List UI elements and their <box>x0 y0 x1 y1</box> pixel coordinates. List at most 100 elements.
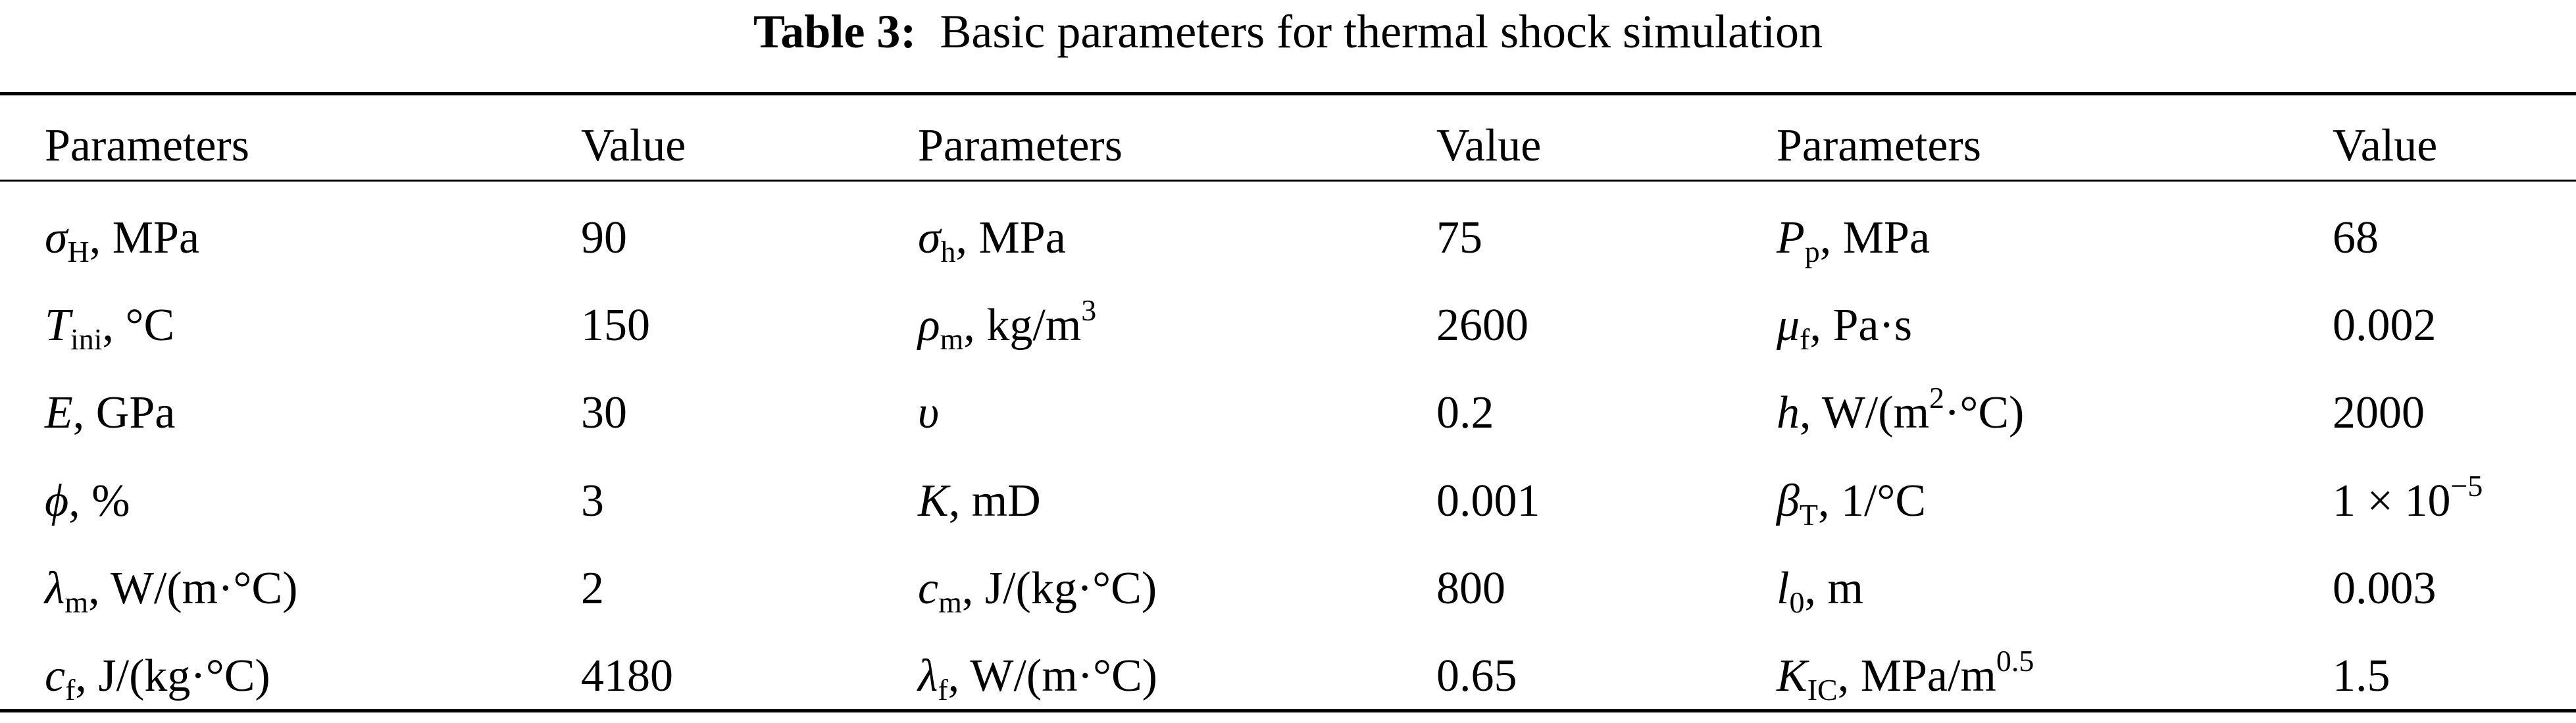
table-cell-text: 0.003 <box>2333 562 2437 614</box>
i-run: K <box>918 475 949 526</box>
table-cell: μf, Pa·s <box>1777 299 1913 355</box>
table-cell: σH, MPa <box>45 212 200 267</box>
table-cell: cf, J/(kg·°C) <box>45 650 270 705</box>
i-run: υ <box>918 387 940 439</box>
sub-run: m <box>940 322 964 357</box>
sub-run: h <box>940 235 956 268</box>
header-cell-text: Parameters <box>918 120 1123 171</box>
table-cell: λm, W/(m·°C) <box>45 562 298 618</box>
table-cell-text: 3 <box>581 475 604 526</box>
table-cell: σh, MPa <box>918 212 1066 267</box>
table-cell: 4180 <box>581 650 673 703</box>
table-cell: βT, 1/°C <box>1777 475 1926 530</box>
i-run: K <box>1777 651 1807 701</box>
header-cell-text: Parameters <box>1777 120 1981 171</box>
sup-run: 0.5 <box>1996 644 2034 678</box>
i-run: c <box>918 562 939 614</box>
text-run: , Pa·s <box>1809 300 1913 351</box>
sub-run: IC <box>1807 673 1838 707</box>
table-cell-text: 30 <box>581 387 627 439</box>
table-cell-text: 0.2 <box>1436 387 1494 439</box>
i-run: β <box>1777 475 1800 526</box>
table-cell: 2 <box>581 562 604 615</box>
table-cell: ρm, kg/m3 <box>918 295 1096 355</box>
i-run: λ <box>45 562 65 614</box>
table-cell: 2000 <box>2333 387 2425 439</box>
header-rule <box>0 180 2576 182</box>
i-run: ρ <box>918 300 940 351</box>
table-cell: 0.65 <box>1436 650 1517 703</box>
header-cell: Parameters <box>45 120 249 172</box>
text-run: , MPa <box>955 212 1066 263</box>
table-cell: 3 <box>581 475 604 528</box>
sub-run: H <box>67 235 89 268</box>
table-cell-text: 2000 <box>2333 387 2425 439</box>
table-cell: υ <box>918 387 939 439</box>
table-cell: 2600 <box>1436 299 1528 352</box>
top-rule <box>0 92 2576 95</box>
header-cell: Value <box>581 120 686 172</box>
sup-run: 2 <box>1929 381 1945 415</box>
table-cell-text: 90 <box>581 212 627 263</box>
sub-run: m <box>64 585 89 619</box>
text-run: 1 × 10 <box>2333 475 2451 526</box>
text-run: , W/(m·°C) <box>947 651 1157 701</box>
header-cell: Value <box>2333 120 2437 172</box>
text-run: , MPa <box>1819 212 1931 263</box>
header-cell-text: Parameters <box>45 120 249 171</box>
table-cell-text: 1.5 <box>2333 651 2390 701</box>
table-cell: 800 <box>1436 562 1505 615</box>
table-cell-text: 0.65 <box>1436 651 1517 701</box>
text-run: , J/(kg·°C) <box>961 562 1157 614</box>
text-run: , J/(kg·°C) <box>75 651 270 701</box>
header-cell-text: Value <box>1436 120 1542 171</box>
header-cell-text: Value <box>581 120 686 171</box>
table-cell: h, W/(m2·°C) <box>1777 383 2025 439</box>
i-run: σ <box>918 212 941 263</box>
sup-run: 3 <box>1081 293 1097 328</box>
table-cell-text: 2 <box>581 562 604 614</box>
text-run: , °C <box>102 300 175 351</box>
table-cell-text: 68 <box>2333 212 2379 263</box>
table-cell-text: 0.001 <box>1436 475 1540 526</box>
sub-run: T <box>1799 497 1818 532</box>
table-cell: 1.5 <box>2333 650 2390 703</box>
sub-run: 0 <box>1789 585 1805 619</box>
header-cell-text: Value <box>2333 120 2438 171</box>
table-cell: cm, J/(kg·°C) <box>918 562 1157 618</box>
text-run: , W/(m <box>1800 387 1930 439</box>
table-cell: E, GPa <box>45 387 175 439</box>
table-cell: 1 × 10−5 <box>2333 470 2483 528</box>
text-run: , mD <box>948 475 1041 526</box>
i-run: λ <box>918 651 938 701</box>
table-cell: 150 <box>581 299 650 352</box>
text-run: ·°C) <box>1944 387 2025 439</box>
text-run: , kg/m <box>963 300 1082 351</box>
text-run: , GPa <box>72 387 176 439</box>
i-run: P <box>1777 212 1805 263</box>
text-run: , MPa/m <box>1837 651 1996 701</box>
table-cell-text: 4180 <box>581 651 673 701</box>
sub-run: p <box>1804 235 1820 268</box>
table-cell-text: 150 <box>581 300 650 351</box>
header-cell: Parameters <box>1777 120 1981 172</box>
table-cell: KIC, MPa/m0.5 <box>1777 646 2034 705</box>
table-cell: Pp, MPa <box>1777 212 1931 267</box>
table-cell-text: 2600 <box>1436 300 1528 351</box>
text-run: , m <box>1804 562 1863 614</box>
table-cell: Tini, °C <box>45 299 175 355</box>
i-run: c <box>45 651 66 701</box>
table-cell: 75 <box>1436 212 1482 264</box>
text-run: , % <box>68 475 130 526</box>
table-cell: K, mD <box>918 475 1041 528</box>
text-run: , MPa <box>89 212 200 263</box>
table-cell-text: 0.002 <box>2333 300 2437 351</box>
table-cell: 0.003 <box>2333 562 2437 615</box>
b-run: Table 3: <box>753 5 917 58</box>
i-run: l <box>1777 562 1790 614</box>
table-cell: 0.2 <box>1436 387 1494 439</box>
sub-run: f <box>65 673 76 707</box>
sub-run: ini <box>70 322 103 357</box>
text-run: , W/(m·°C) <box>88 562 298 614</box>
